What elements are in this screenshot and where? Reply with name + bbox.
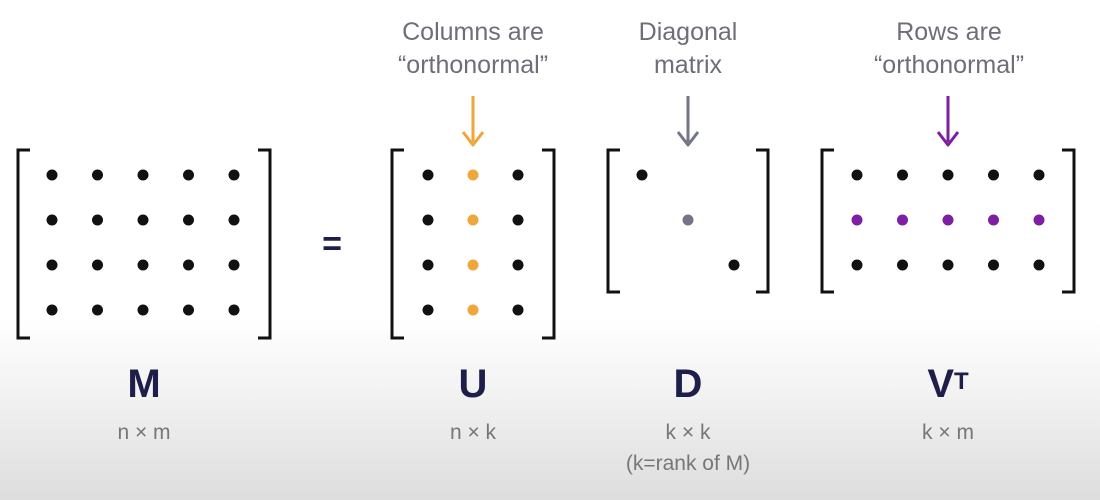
m-entry-dot <box>46 214 58 226</box>
vt-orthonormal-row-dot <box>851 214 863 226</box>
u-entry-dot <box>512 259 524 271</box>
d-arrow <box>676 96 700 147</box>
rank-note: (k=rank of M) <box>625 452 751 475</box>
title-m: M <box>127 362 161 406</box>
vt-entry-dot <box>851 169 863 181</box>
u-dots <box>422 169 524 316</box>
u-right-bracket <box>542 148 556 340</box>
m-dots <box>46 169 240 316</box>
u-orthonormal-column-dot <box>467 169 479 181</box>
dims-u: n × k <box>449 421 497 444</box>
d-diagonal-dot <box>728 259 740 271</box>
m-entry-dot <box>137 169 149 181</box>
annotation-vt-line1: Rows are <box>896 18 1002 46</box>
title-vt-base: V <box>927 362 954 406</box>
dims-vt: k × m <box>922 421 974 444</box>
vt-right-bracket <box>1062 148 1076 294</box>
m-entry-dot <box>46 259 58 271</box>
title-d: D <box>673 362 703 406</box>
vt-orthonormal-row-dot <box>988 214 999 226</box>
dims-m: n × m <box>117 421 171 444</box>
vt-dots <box>851 169 1045 271</box>
m-entry-dot <box>92 259 103 271</box>
m-left-bracket <box>16 148 30 340</box>
m-entry-dot <box>183 304 194 316</box>
vt-entry-dot <box>851 259 863 271</box>
u-entry-dot <box>422 214 434 226</box>
title-vt-superscript: T <box>954 368 969 395</box>
u-orthonormal-column-dot <box>467 214 479 226</box>
annotation-rows-orthonormal: Rows are “orthonormal” <box>849 16 1049 82</box>
title-u: U <box>458 362 488 406</box>
vt-entry-dot <box>942 169 954 181</box>
m-entry-dot <box>92 214 103 226</box>
vt-orthonormal-row-dot <box>897 214 908 226</box>
annotation-u-line1: Columns are <box>402 18 544 46</box>
annotation-d-line1: Diagonal <box>638 18 738 46</box>
d-diagonal-dot <box>682 214 694 226</box>
m-entry-dot <box>92 169 103 181</box>
u-entry-dot <box>422 304 434 316</box>
m-entry-dot <box>183 214 194 226</box>
u-entry-dot <box>512 169 524 181</box>
annotation-diagonal-matrix: Diagonal matrix <box>598 16 778 82</box>
m-entry-dot <box>92 304 103 316</box>
u-left-bracket <box>390 148 404 340</box>
u-orthonormal-column-dot <box>467 259 479 271</box>
d-dots <box>636 169 740 271</box>
vt-orthonormal-row-dot <box>942 214 954 226</box>
m-entry-dot <box>228 304 240 316</box>
annotation-columns-orthonormal: Columns are “orthonormal” <box>373 16 573 82</box>
u-entry-dot <box>512 304 524 316</box>
vt-left-bracket <box>820 148 834 294</box>
m-entry-dot <box>228 214 240 226</box>
annotation-u-line2: “orthonormal” <box>397 51 549 79</box>
d-right-bracket <box>756 148 770 294</box>
m-entry-dot <box>228 259 240 271</box>
m-entry-dot <box>137 259 149 271</box>
vt-entry-dot <box>897 169 908 181</box>
u-entry-dot <box>512 214 524 226</box>
vt-entry-dot <box>942 259 954 271</box>
vt-entry-dot <box>988 259 999 271</box>
m-entry-dot <box>137 304 149 316</box>
m-entry-dot <box>183 259 194 271</box>
dims-d: k × k <box>665 421 711 444</box>
m-entry-dot <box>137 214 149 226</box>
d-diagonal-dot <box>636 169 648 181</box>
vt-entry-dot <box>988 169 999 181</box>
m-entry-dot <box>183 169 194 181</box>
annotation-vt-line2: “orthonormal” <box>873 51 1025 79</box>
m-entry-dot <box>228 169 240 181</box>
equals-sign: = <box>322 225 342 263</box>
u-entry-dot <box>422 169 434 181</box>
m-entry-dot <box>46 169 58 181</box>
annotation-d-line2: matrix <box>653 51 723 79</box>
u-orthonormal-column-dot <box>467 304 479 316</box>
d-left-bracket <box>606 148 620 294</box>
vt-entry-dot <box>1033 259 1045 271</box>
m-entry-dot <box>46 304 58 316</box>
u-arrow <box>461 96 485 147</box>
vt-entry-dot <box>1033 169 1045 181</box>
vt-orthonormal-row-dot <box>1033 214 1045 226</box>
u-entry-dot <box>422 259 434 271</box>
vt-arrow <box>936 96 960 147</box>
vt-entry-dot <box>897 259 908 271</box>
title-vt: VT <box>898 362 998 406</box>
m-right-bracket <box>258 148 272 340</box>
